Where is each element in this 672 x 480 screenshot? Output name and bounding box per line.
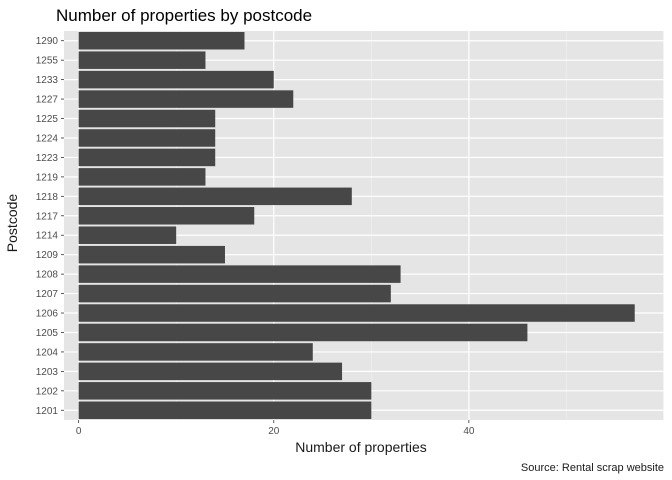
bar-1224 [78, 129, 216, 147]
bar-1233 [78, 70, 274, 89]
bar-1225 [78, 109, 216, 128]
bar-1255 [78, 51, 206, 69]
chart-title: Number of properties by postcode [56, 6, 312, 25]
bar-1208 [78, 265, 401, 283]
y-axis-ticks: 1201 1202 1203 1204 1205 1206 1207 1208 1209 1214… [36, 36, 64, 417]
x-tick-label-20: 20 [268, 426, 280, 437]
y-tick-label-1225: 1225 [36, 114, 59, 125]
y-tick-label-1219: 1219 [36, 172, 59, 183]
x-tick-label-0: 0 [76, 426, 82, 437]
y-tick-label-1203: 1203 [36, 367, 59, 378]
bar-1223 [78, 148, 216, 167]
bar-1209 [78, 245, 225, 264]
bar-1219 [78, 168, 206, 186]
bar-1204 [78, 343, 313, 361]
bar-1206 [78, 304, 635, 322]
y-tick-label-1218: 1218 [36, 192, 59, 203]
x-tick-label-40: 40 [463, 426, 475, 437]
bar-1227 [78, 90, 294, 108]
x-axis-ticks: 0 20 40 [76, 420, 475, 437]
bar-1203 [78, 362, 343, 381]
plot-panel [64, 31, 664, 420]
y-tick-label-1233: 1233 [36, 75, 59, 86]
y-tick-label-1208: 1208 [36, 270, 59, 281]
y-tick-label-1206: 1206 [36, 309, 59, 320]
bar-1214 [78, 226, 177, 244]
bar-1207 [78, 284, 391, 303]
y-tick-label-1205: 1205 [36, 328, 59, 339]
y-tick-label-1209: 1209 [36, 250, 59, 261]
bar-1205 [78, 323, 528, 342]
source-caption: Source: Rental scrap website [521, 462, 664, 474]
bar-1217 [78, 207, 255, 225]
y-tick-label-1214: 1214 [36, 231, 59, 242]
x-axis-title: Number of properties [295, 439, 427, 455]
y-tick-label-1223: 1223 [36, 153, 59, 164]
bar-1202 [78, 382, 372, 400]
bars [78, 31, 635, 420]
y-tick-label-1204: 1204 [36, 347, 59, 358]
bar-1290 [78, 31, 245, 50]
y-tick-label-1255: 1255 [36, 56, 59, 67]
y-axis-title: Postcode [4, 194, 20, 253]
y-tick-label-1202: 1202 [36, 386, 59, 397]
bar-1218 [78, 187, 352, 206]
bar-1201 [78, 401, 372, 420]
y-tick-label-1201: 1201 [36, 406, 59, 417]
y-tick-label-1227: 1227 [36, 95, 59, 106]
y-tick-label-1217: 1217 [36, 211, 59, 222]
y-tick-label-1290: 1290 [36, 36, 59, 47]
y-tick-label-1224: 1224 [36, 133, 59, 144]
y-tick-label-1207: 1207 [36, 289, 59, 300]
